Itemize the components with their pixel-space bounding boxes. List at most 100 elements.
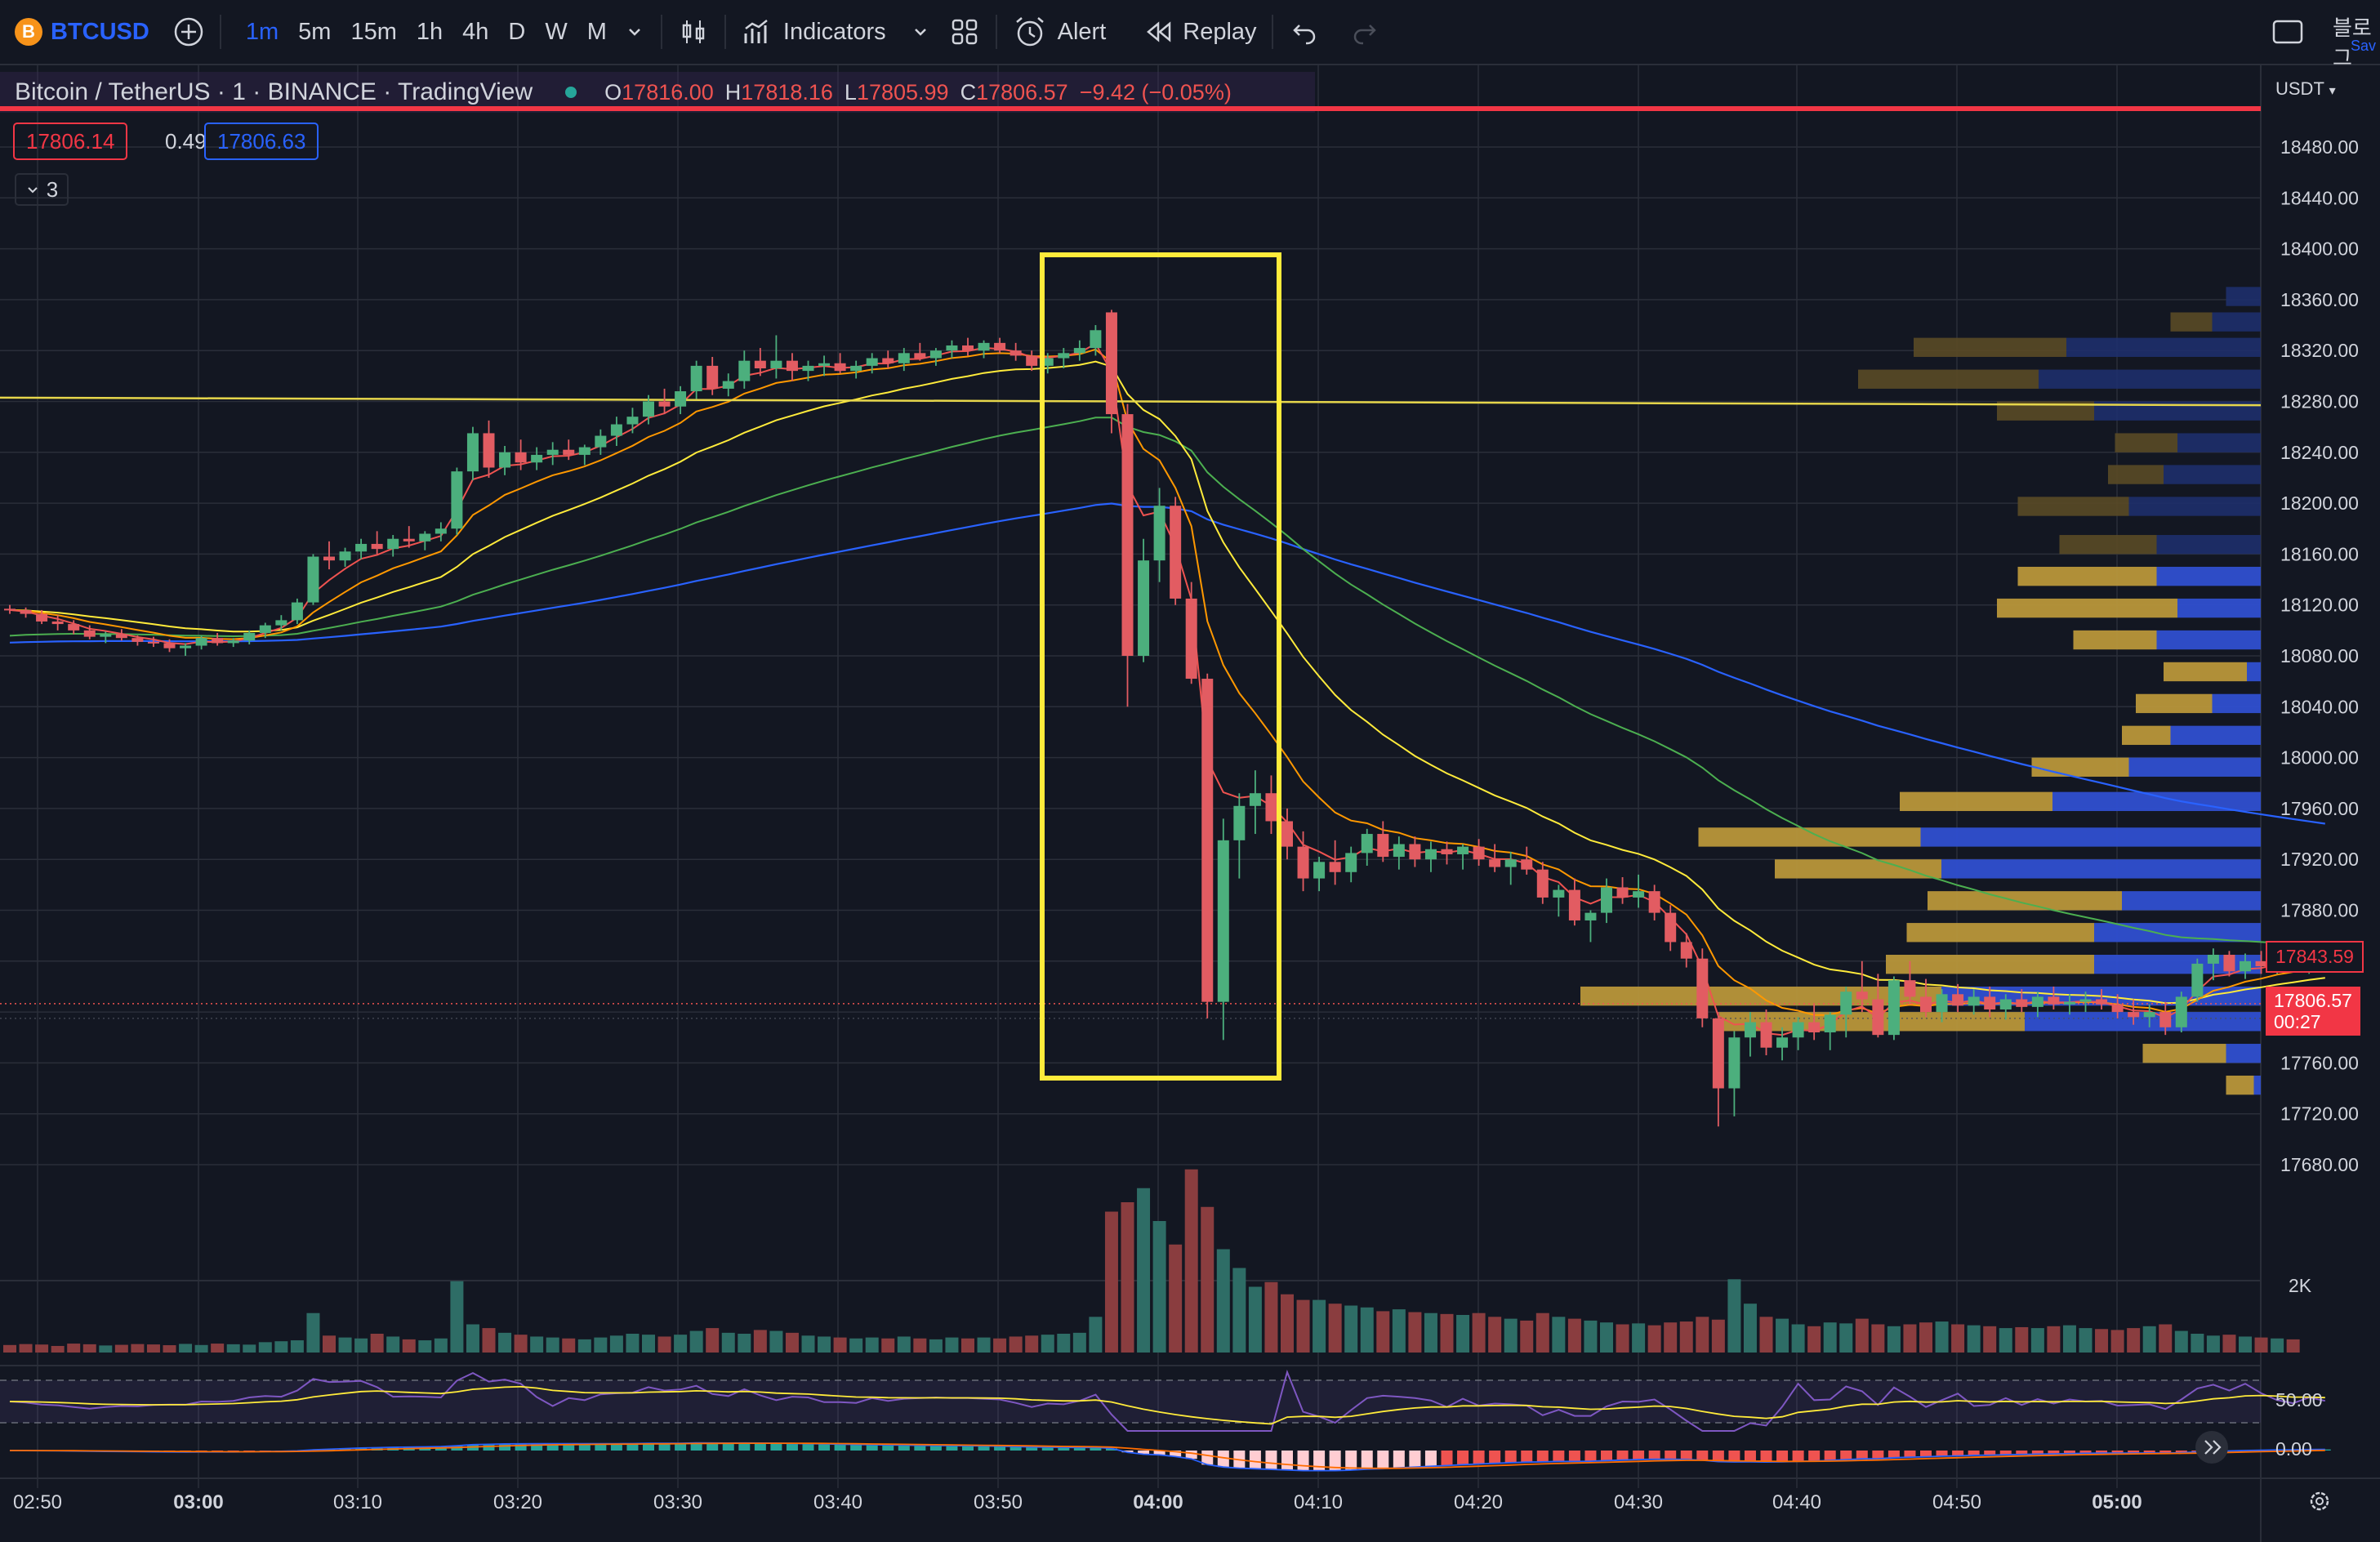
- time-axis: 02:50 03:00 03:10 03:20 03:30 03:40 03:50 04:00…: [13, 1491, 2329, 1513]
- candle-down: [1201, 679, 1214, 1002]
- interval-4h[interactable]: 4h: [462, 18, 489, 45]
- fullscreen-button[interactable]: [2271, 0, 2305, 65]
- time-tick-label: 03:40: [813, 1491, 862, 1513]
- candle-up: [1041, 358, 1054, 366]
- time-tick-label: 03:30: [653, 1491, 702, 1513]
- macd-histogram-bar: [1648, 1451, 1660, 1460]
- volume-bar: [1664, 1322, 1678, 1353]
- candle-down: [1568, 889, 1580, 920]
- candle-up: [595, 435, 607, 448]
- close-value: 17806.57: [976, 79, 1068, 105]
- volume-bar: [1216, 1249, 1230, 1353]
- macd-histogram-bar: [770, 1442, 782, 1451]
- candle-up: [355, 543, 368, 552]
- time-tick-label: 05:00: [2092, 1491, 2142, 1513]
- volume-bar: [1903, 1324, 1917, 1353]
- volume-bar: [2110, 1330, 2124, 1353]
- volume-bar: [1057, 1334, 1071, 1353]
- profile-bar-buy: [2156, 535, 2261, 555]
- volume-bar: [1025, 1335, 1039, 1353]
- undo-button[interactable]: [1288, 0, 1321, 65]
- volume-bar: [1999, 1328, 2012, 1353]
- sell-price-button[interactable]: 17806.14: [13, 123, 128, 160]
- interval-m[interactable]: M: [586, 18, 607, 45]
- redo-button[interactable]: [1348, 0, 1381, 65]
- scroll-to-realtime-button[interactable]: [2195, 1431, 2228, 1464]
- candle-down: [515, 452, 527, 463]
- volume-bar: [226, 1344, 240, 1353]
- macd-histogram-bar: [1536, 1451, 1549, 1462]
- interval-1h[interactable]: 1h: [416, 18, 443, 45]
- top-toolbar: B BTCUSD 1m 5m 15m 1h 4h D W M: [0, 0, 2380, 70]
- indicators-button[interactable]: Indicators: [741, 0, 932, 65]
- price-tick-label: 18080.00: [2280, 645, 2359, 666]
- price-axis: 18480.00 18440.00 18400.00 18360.00 18320.00…: [2275, 136, 2359, 1460]
- candle-down: [962, 345, 974, 351]
- compare-symbol-button[interactable]: [172, 0, 205, 65]
- profile-bar-buy: [2212, 693, 2261, 714]
- volume-bar: [674, 1335, 688, 1353]
- low-value: 17805.99: [856, 79, 949, 105]
- candle-down: [1904, 980, 1916, 997]
- macd-histogram-bar: [1920, 1451, 1932, 1457]
- chevron-down-icon[interactable]: [623, 20, 646, 43]
- macd-histogram-bar: [1776, 1451, 1789, 1462]
- legend-underline: [0, 106, 2261, 111]
- candle-up: [2079, 999, 2092, 1002]
- volume-bar: [434, 1338, 448, 1353]
- candle-up: [1058, 353, 1070, 359]
- bitcoin-icon: B: [15, 18, 42, 46]
- chart-type-button[interactable]: [677, 0, 710, 65]
- interval-d[interactable]: D: [508, 18, 526, 45]
- interval-1m[interactable]: 1m: [245, 18, 279, 45]
- volume-bar: [2286, 1339, 2300, 1353]
- volume-bar: [785, 1332, 799, 1353]
- save-link[interactable]: Sav: [2351, 38, 2377, 54]
- profile-bar-buy: [2128, 497, 2261, 516]
- macd-histogram-bar: [1601, 1451, 1612, 1461]
- volume-bar: [1041, 1335, 1054, 1353]
- interval-5m[interactable]: 5m: [298, 18, 332, 45]
- volume-bar: [753, 1330, 767, 1353]
- macd-histogram-bar: [1265, 1451, 1277, 1470]
- price-chart[interactable]: 18480.00 18440.00 18400.00 18360.00 18320.00…: [0, 65, 2380, 1542]
- time-tick-label: 04:10: [1294, 1491, 1343, 1513]
- volume-bar: [323, 1335, 336, 1353]
- interval-15m[interactable]: 15m: [350, 18, 397, 45]
- candle-up: [1217, 840, 1229, 1002]
- candle-up: [2240, 960, 2251, 972]
- gear-ring: [2310, 1491, 2329, 1511]
- blog-link[interactable]: 블로그: [2333, 16, 2372, 70]
- volume-bar: [2174, 1330, 2188, 1353]
- volume-bar: [849, 1338, 863, 1353]
- profile-bar-sell: [2122, 725, 2171, 746]
- candle-down: [834, 363, 846, 372]
- interval-group: 1m 5m 15m 1h 4h D W M: [236, 0, 646, 65]
- volume-bar: [2271, 1338, 2284, 1353]
- volume-bar: [2047, 1326, 2061, 1353]
- symbol-title[interactable]: Bitcoin / TetherUS · 1 · BINANCE · Tradi…: [15, 78, 533, 105]
- collapse-indicators-button[interactable]: 3: [15, 173, 69, 206]
- chevron-down-icon[interactable]: [909, 20, 932, 43]
- alert-button[interactable]: Alert: [1012, 0, 1106, 65]
- volume-bar: [1504, 1318, 1518, 1353]
- symbol-search-button[interactable]: BTCUSD: [51, 0, 149, 65]
- volume-bar: [1104, 1211, 1118, 1353]
- candle-up: [610, 424, 622, 436]
- macd-histogram-bar: [2143, 1451, 2155, 1453]
- volume-bar: [818, 1336, 831, 1353]
- replay-button[interactable]: Replay: [1142, 0, 1257, 65]
- buy-price-button[interactable]: 17806.63: [204, 123, 319, 160]
- profile-bar-buy: [2122, 891, 2261, 911]
- currency-selector[interactable]: USDT ▾: [2275, 78, 2336, 100]
- candle-up: [1504, 859, 1517, 867]
- volume-bar: [1823, 1322, 1837, 1353]
- layout-button[interactable]: [948, 0, 981, 65]
- macd-histogram-bar: [1026, 1446, 1038, 1451]
- chart-overlay: [1040, 252, 1281, 1081]
- settings-gear-icon[interactable]: [2310, 1491, 2329, 1511]
- volume-bar: [721, 1332, 735, 1353]
- interval-w[interactable]: W: [545, 18, 568, 45]
- volume-bar: [562, 1338, 576, 1353]
- candle-up: [451, 471, 463, 529]
